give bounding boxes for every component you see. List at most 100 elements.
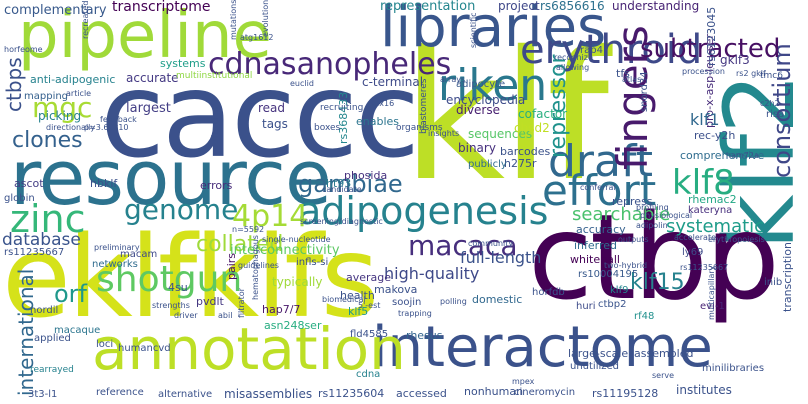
word-allowing: allowing	[556, 63, 590, 72]
word-representation: representation	[380, 0, 476, 14]
word-physiological: physiological	[640, 211, 693, 220]
word-picking: picking	[38, 109, 82, 123]
word-globin: globin	[4, 193, 35, 204]
word-procession: procession	[682, 67, 725, 76]
word-scientific: scientific	[469, 12, 478, 48]
word-assembled: assembled	[634, 347, 694, 360]
word-rs2-gklf: rs2 gklf	[736, 69, 766, 78]
word-resource: resource	[10, 133, 332, 222]
word-enables: enables	[356, 115, 400, 128]
word-4p14: 4p14	[232, 199, 309, 234]
word-diverse: diverse	[456, 103, 501, 117]
word-whitehall: whitehall	[570, 253, 620, 266]
word-klf15: klf15	[630, 270, 685, 295]
word-hematophagous: hematophagous	[251, 235, 260, 300]
word-feedback: feedback	[100, 115, 137, 124]
word-multicapillary: multicapillary	[707, 265, 716, 320]
word-c-terminal: c-terminal	[362, 75, 424, 89]
word-loci: loci	[96, 339, 114, 350]
word-interconnectivity: interconnectivity	[230, 243, 340, 258]
word-klf: klf	[402, 13, 609, 220]
word-risa: risa	[766, 109, 785, 120]
word-guidelines: guidelines	[238, 261, 279, 270]
word-accessed: accessed	[396, 387, 447, 400]
word-mutations: mutations	[229, 0, 238, 41]
word-high-quality: high-quality	[384, 264, 480, 283]
word-blastomeres: blastomeres	[419, 78, 429, 135]
word-infls-si: infls-si	[296, 257, 329, 268]
word-ham72a: ham72a	[726, 151, 759, 160]
word-barcodes: barcodes	[500, 145, 551, 158]
word-asn248ser: asn248ser	[264, 319, 322, 332]
word-arrays: arrays	[440, 75, 466, 84]
word-multiinstitutional: multiinstitutional	[176, 71, 253, 81]
word-erythroid: erythroid	[520, 27, 703, 73]
word-large-scale: large-scale	[568, 347, 629, 360]
word-errors: errors	[200, 179, 233, 192]
word-accuracy: accuracy	[576, 223, 626, 236]
word-ascot: ascot	[14, 177, 44, 190]
word-snord34: snord34	[639, 71, 650, 112]
word-euclid: euclid	[290, 79, 314, 88]
word-cdna: cdna	[356, 369, 381, 380]
word-rhesus: rhesus	[406, 329, 443, 342]
word-trapping: trapping	[398, 309, 432, 318]
word-gambiae: gambiae	[298, 170, 403, 198]
word-mapping: mapping	[24, 91, 69, 102]
word-ctbp: ctbp	[528, 188, 780, 326]
word-libraries: libraries	[380, 0, 607, 60]
word-minilibraries: minilibraries	[702, 363, 765, 374]
word-complementary: complementary	[4, 3, 107, 18]
word-driver: driver	[174, 311, 198, 320]
word-biomedical: biomedical	[322, 295, 366, 304]
word-evi-1: evi-1	[700, 301, 725, 312]
word-adipogenesis: adipogenesis	[298, 189, 549, 233]
word-interactome: interactome	[372, 315, 713, 380]
word-fld4585: fld4585	[350, 329, 389, 340]
word-erythropoiesis: erythropoiesis	[708, 235, 765, 244]
word-community: community	[468, 239, 514, 248]
word-klf5: klf5	[348, 305, 369, 318]
word-rs6123045: rs6123045	[705, 6, 718, 66]
word-applied: applied	[34, 333, 71, 344]
word-klf1: klf1	[690, 110, 720, 129]
word-mpex: mpex	[512, 377, 535, 386]
word-international: international	[14, 268, 38, 396]
word-subtracted: subtracted	[640, 34, 781, 64]
word-3t3-l1: 3t3-l1	[28, 389, 58, 400]
word-4su: 4su	[168, 281, 188, 294]
word-humancvd: humancvd	[118, 343, 171, 354]
word-ht93: ht93	[326, 177, 352, 190]
word-nordil: nordil	[30, 305, 59, 316]
word-encyclopedia: encyclopedia	[446, 93, 526, 107]
word-single-nucleotide: single-nucleotide	[262, 235, 331, 244]
word-systems: systems	[160, 57, 206, 70]
word-insights: insights	[428, 129, 460, 138]
word-draft: draft	[548, 136, 653, 187]
word-makova: makova	[374, 283, 418, 296]
word-rearrayed: rearrayed	[30, 365, 74, 375]
word-klf9: klf9	[610, 285, 629, 296]
word-mgc: mgc	[32, 91, 93, 124]
word-read: read	[258, 101, 286, 115]
word-abil: abil	[218, 311, 233, 320]
word-typically: typically	[272, 275, 323, 289]
word-shotgun: shotgun	[96, 259, 243, 300]
word-tags: tags	[262, 117, 288, 131]
word-macam: macam	[120, 249, 158, 260]
word-systematic: systematic	[666, 216, 765, 237]
word-kateryna: kateryna	[688, 205, 733, 216]
word-reference: reference	[96, 387, 144, 398]
word-recreated: recreated	[81, 0, 90, 39]
word-macaque: macaque	[54, 325, 101, 336]
word-hbklf: hbklf	[90, 177, 118, 190]
word-rs11235667b: rs11235667	[680, 263, 729, 272]
word-strengths: strengths	[152, 301, 190, 310]
word-nonhuman: nonhuman	[464, 385, 524, 398]
word-h275r: h275r	[504, 157, 537, 170]
word-evolution: evolution	[261, 0, 270, 38]
word-screening-diagnostic: screening/diagnostic	[300, 217, 383, 226]
word-genome: genome	[124, 193, 239, 226]
word-ly69: ly69	[682, 247, 704, 258]
